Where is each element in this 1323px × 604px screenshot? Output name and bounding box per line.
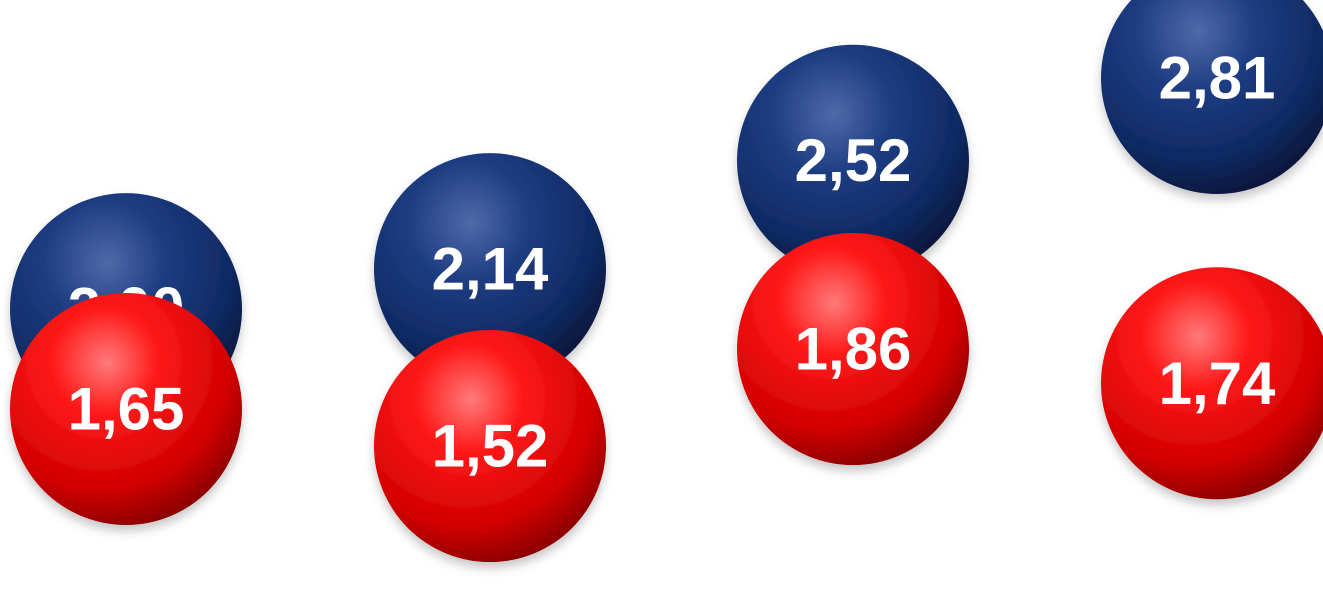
- bubble-blue-4: [1101, 0, 1323, 194]
- bubble-label-red-3: 1,86: [795, 316, 912, 383]
- bubble-blue-3: [737, 44, 969, 277]
- bubble-label-red-4: 1,74: [1159, 350, 1276, 417]
- bubble-label-blue-2: 2,14: [432, 236, 549, 303]
- bubble-red-4: [1101, 267, 1323, 500]
- bubble-red-2: [374, 330, 606, 563]
- bubble-label-blue-4: 2,81: [1159, 45, 1276, 112]
- bubble-red-3: [737, 233, 969, 466]
- bubble-red-1: [10, 292, 242, 525]
- bubble-label-blue-3: 2,52: [795, 127, 912, 194]
- bubble-blue-2: [374, 153, 606, 386]
- bubble-label-red-1: 1,65: [68, 375, 185, 442]
- bubble-marks: 2,002,142,522,811,651,521,861,74: [10, 0, 1323, 563]
- bubble-label-red-2: 1,52: [432, 413, 549, 480]
